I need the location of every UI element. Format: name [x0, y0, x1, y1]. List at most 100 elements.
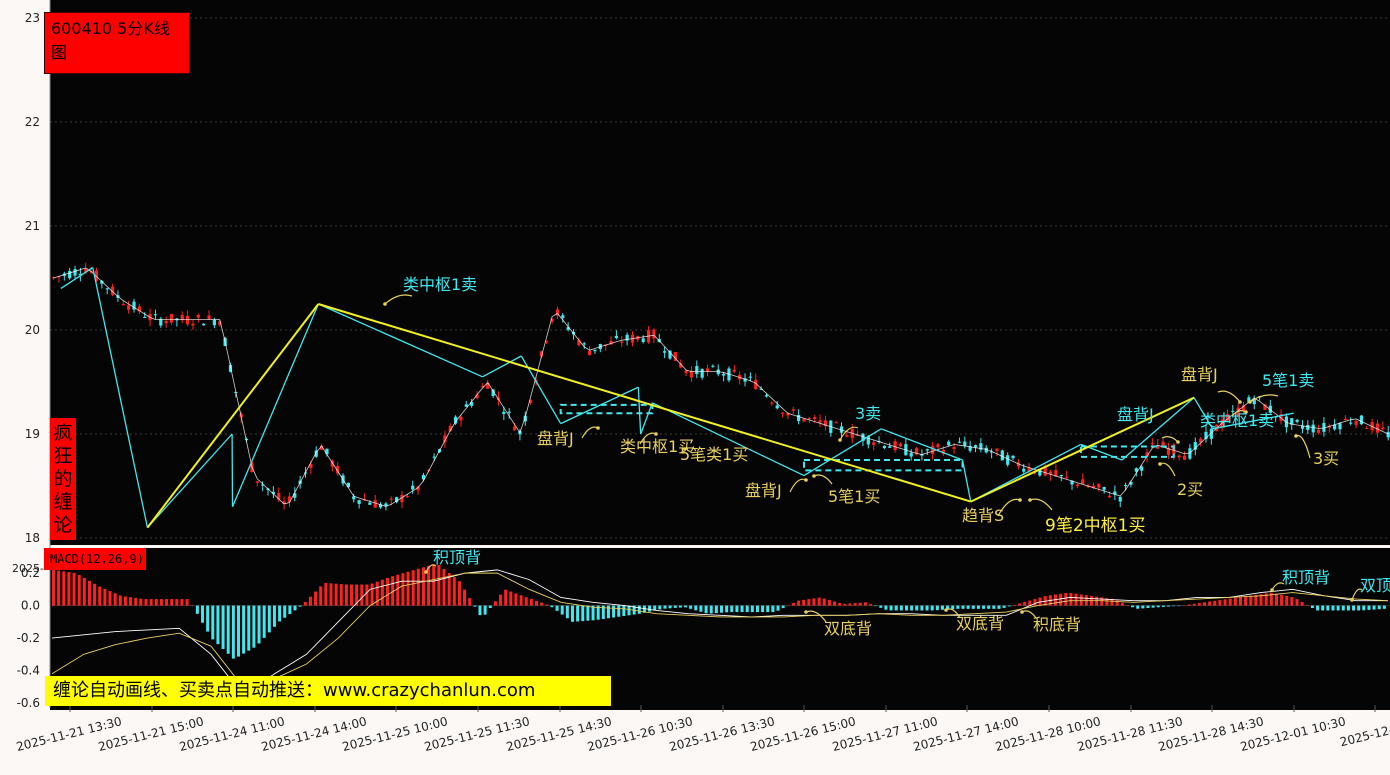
macd-bar [920, 605, 924, 611]
macd-bar [1059, 593, 1063, 606]
macd-bar [98, 586, 102, 606]
candle-body [1322, 422, 1326, 432]
candle-body [443, 435, 447, 443]
macd-bar [242, 605, 246, 654]
candle-body [684, 370, 688, 374]
macd-bar [622, 605, 626, 617]
candle-body [834, 422, 838, 424]
macd-bar [201, 605, 205, 623]
candle-body [555, 309, 560, 316]
macd-bar [1321, 605, 1325, 611]
candle-body [159, 318, 163, 326]
candle-body [389, 498, 393, 500]
macd-bar [478, 605, 482, 616]
candle-body [732, 369, 736, 372]
candle-body [127, 305, 131, 310]
candle-body [121, 304, 125, 306]
arrow-head [812, 474, 816, 478]
bi-stroke [652, 402, 805, 477]
candle-body [550, 318, 554, 322]
macd-bar [262, 605, 266, 638]
macd-bar [519, 595, 523, 606]
macd-bar [488, 605, 492, 608]
macd-bar [740, 605, 744, 613]
bi-stroke [231, 303, 319, 508]
macd-bar [93, 583, 97, 606]
macd-bar [447, 573, 451, 606]
macd-bar [971, 605, 975, 609]
macd-bar [421, 567, 425, 606]
macd-bar [216, 605, 220, 645]
macd-bar [1018, 603, 1022, 606]
candle-body [378, 504, 383, 508]
macd-tick-label: -0.2 [17, 631, 40, 645]
macd-bar [889, 605, 893, 611]
macd-bar [457, 581, 461, 606]
candle-body [475, 394, 479, 399]
macd-bar [982, 605, 986, 609]
macd-bar [1352, 605, 1356, 611]
macd-bar [432, 564, 436, 606]
macd-bar [247, 605, 251, 651]
clipped-date-label: 2025- [12, 562, 44, 575]
candle-body [957, 441, 962, 443]
macd-bar [848, 603, 852, 606]
macd-bar [1357, 605, 1361, 611]
candle-body [1231, 410, 1235, 412]
candle-body [293, 493, 297, 498]
macd-bar [1280, 594, 1284, 606]
candle-body [743, 378, 747, 382]
segment-line [146, 303, 320, 529]
candle-body [1359, 415, 1364, 425]
candle-body [491, 389, 495, 396]
macd-bar [380, 579, 384, 606]
candle-body [1022, 468, 1026, 472]
candle-body [1290, 418, 1294, 425]
signal-label: 盘背J [537, 429, 574, 448]
macd-bar [689, 605, 693, 609]
macd-bar [1156, 605, 1160, 608]
candle-body [164, 320, 168, 324]
candle-body [400, 494, 404, 503]
candle-body [775, 405, 779, 409]
macd-bar [791, 602, 795, 606]
macd-bar [956, 605, 960, 609]
macd-label: MACD(12,26,9) [44, 548, 146, 570]
macd-bar [1264, 593, 1268, 606]
macd-bar [211, 605, 215, 640]
macd-bar [838, 603, 842, 606]
annotation-arrow [812, 474, 833, 485]
bi-stroke [60, 267, 94, 289]
macd-bar [1141, 605, 1145, 609]
macd-bar [812, 598, 816, 606]
macd-bar [1064, 593, 1068, 606]
promo-banner[interactable]: 缠论自动画线、买卖点自动推送：www.crazychanlun.com [45, 676, 611, 706]
macd-bar [817, 597, 821, 606]
bi-stroke [640, 402, 653, 435]
macd-bar [658, 605, 662, 610]
macd-bar [129, 597, 133, 606]
macd-bar [663, 605, 667, 609]
candle-body [1075, 484, 1079, 487]
macd-bar [1244, 596, 1248, 606]
macd-bar [411, 570, 415, 606]
macd-bar [1377, 605, 1381, 610]
candle-body [78, 273, 82, 276]
candle-body [282, 501, 286, 504]
candle-body [395, 497, 399, 503]
macd-bar [252, 605, 256, 648]
macd-bar [1023, 601, 1027, 606]
candle-body [373, 500, 377, 508]
macd-bar [1218, 600, 1222, 606]
x-tick-label: 2025-12-01 [1338, 719, 1390, 749]
macd-bar [324, 582, 328, 606]
arrow-head [804, 610, 808, 614]
macd-bar [57, 570, 61, 606]
macd-bar [642, 605, 646, 613]
candle-body [421, 474, 426, 480]
arrow-head [1248, 400, 1252, 404]
signal-label: 5笔1卖 [1262, 371, 1314, 390]
candle-body [1295, 419, 1299, 422]
macd-signal-label: 积顶背 [433, 548, 481, 567]
macd-bar [745, 605, 749, 613]
